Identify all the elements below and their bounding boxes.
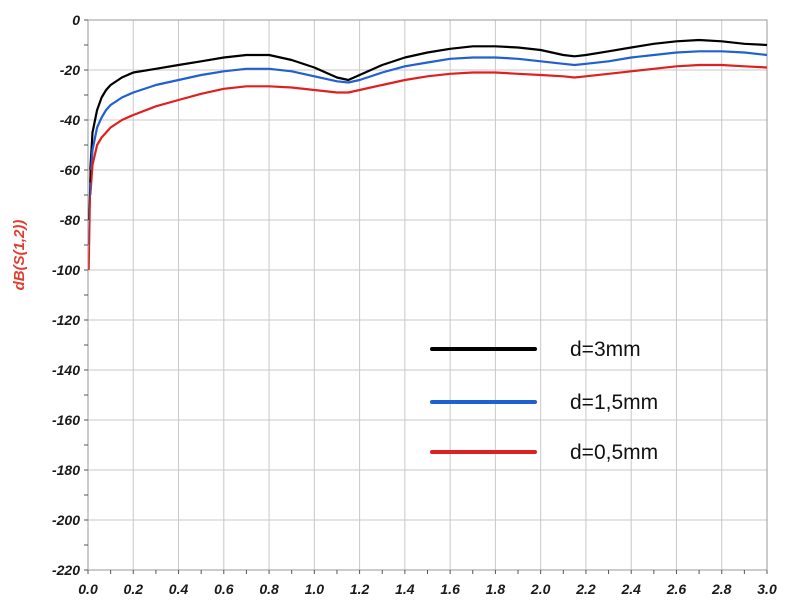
series-line-3-start xyxy=(88,194,92,271)
y-tick-label: -180 xyxy=(52,462,80,478)
x-tick-label: 2.6 xyxy=(666,581,687,597)
x-tick-label: 0.2 xyxy=(124,581,144,597)
x-tick-label: 1.6 xyxy=(440,581,460,597)
x-tick-label: 1.2 xyxy=(350,581,370,597)
axes xyxy=(84,19,768,574)
grid xyxy=(87,19,768,571)
x-tick-label: 2.0 xyxy=(530,581,551,597)
legend-label-2: d=1,5mm xyxy=(570,391,658,414)
series-line-1 xyxy=(89,38,768,171)
x-tick-label: 0.6 xyxy=(214,581,234,597)
y-tick-label: -220 xyxy=(52,562,80,578)
legend-label-1: d=3mm xyxy=(570,338,641,361)
y-tick-label: -80 xyxy=(60,212,80,228)
x-tick-label: 2.4 xyxy=(620,581,641,597)
x-tick-label: 2.2 xyxy=(575,581,596,597)
y-tick-label: -60 xyxy=(60,162,80,178)
y-tick-label: -20 xyxy=(60,62,80,78)
legend: d=3mm d=1,5mm d=0,5mm xyxy=(430,338,658,464)
series-line-2 xyxy=(89,50,768,183)
x-tick-label: 0.8 xyxy=(259,581,279,597)
tick-labels: 0.0 0.2 0.4 0.6 0.8 1.0 1.2 1.4 1.6 1.8 2.0 2.2 2.4 2… xyxy=(52,12,777,597)
x-tick-label: 1.0 xyxy=(305,581,325,597)
y-tick-label: -140 xyxy=(52,362,80,378)
y-tick-label: -40 xyxy=(60,112,80,128)
x-tick-label: 0.4 xyxy=(169,581,189,597)
x-tick-label: 2.8 xyxy=(711,581,732,597)
series-line-3 xyxy=(89,63,768,196)
x-tick-label: 3.0 xyxy=(757,581,777,597)
legend-label-3: d=0,5mm xyxy=(570,441,658,464)
x-tick-label: 1.4 xyxy=(395,581,415,597)
series-group xyxy=(88,38,768,271)
x-tick-label: 1.8 xyxy=(486,581,506,597)
y-tick-label: -200 xyxy=(52,512,80,528)
y-tick-label: 0 xyxy=(72,12,80,28)
x-tick-label: 0.0 xyxy=(78,581,98,597)
y-tick-label: -160 xyxy=(52,412,80,428)
y-tick-label: -120 xyxy=(52,312,80,328)
y-tick-label: -100 xyxy=(52,262,80,278)
y-axis-label: dB(S(1,2)) xyxy=(11,220,28,291)
